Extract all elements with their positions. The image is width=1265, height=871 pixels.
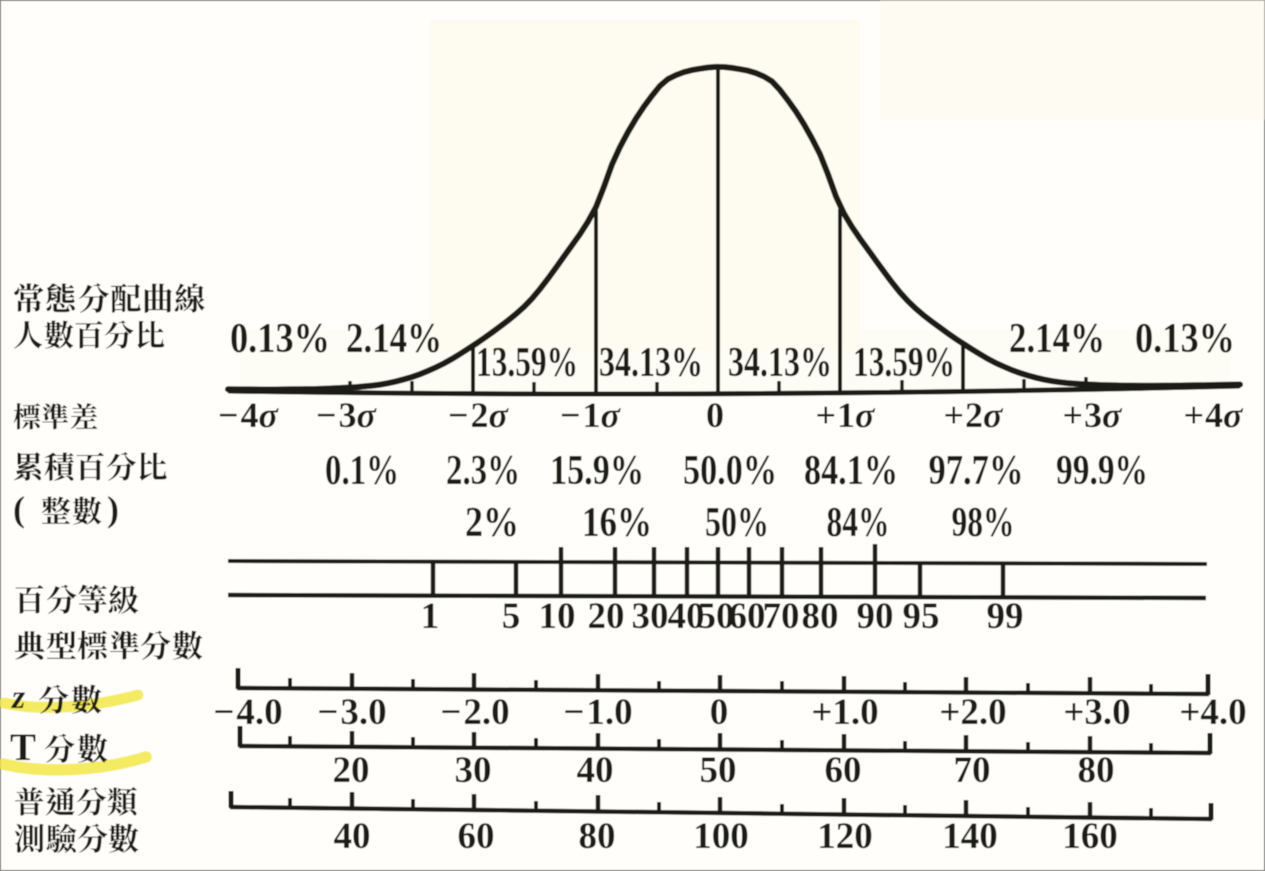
svg-text:): ) <box>107 489 119 529</box>
svg-text:60: 60 <box>458 816 495 857</box>
svg-text:−4σ: −4σ <box>218 395 280 435</box>
svg-text:0: 0 <box>710 692 729 733</box>
svg-text:50.0%: 50.0% <box>683 448 777 494</box>
svg-text:140: 140 <box>942 816 998 857</box>
svg-text:160: 160 <box>1062 816 1118 857</box>
svg-text:5: 5 <box>502 596 521 637</box>
svg-text:100: 100 <box>693 816 749 857</box>
svg-text:−3.0: −3.0 <box>317 692 386 733</box>
svg-text:30: 30 <box>632 596 669 637</box>
svg-text:10: 10 <box>539 596 576 637</box>
svg-text:80: 80 <box>579 816 616 857</box>
svg-text:98%: 98% <box>952 500 1015 546</box>
svg-text:20: 20 <box>588 596 625 637</box>
svg-text:−1.0: −1.0 <box>563 692 632 733</box>
svg-text:95: 95 <box>903 596 940 637</box>
svg-text:70: 70 <box>954 750 991 791</box>
svg-text:84.1%: 84.1% <box>804 448 898 494</box>
svg-text:90: 90 <box>857 596 894 637</box>
svg-text:−4.0: −4.0 <box>213 692 282 733</box>
svg-text:34.13%: 34.13% <box>599 340 703 386</box>
svg-text:2.14%: 2.14% <box>1009 316 1105 362</box>
svg-text:+1σ: +1σ <box>816 395 877 435</box>
svg-text:40: 40 <box>668 596 705 637</box>
svg-text:40: 40 <box>577 750 614 791</box>
svg-text:−3σ: −3σ <box>316 395 378 435</box>
svg-text:30: 30 <box>455 750 492 791</box>
svg-text:40: 40 <box>334 816 371 857</box>
svg-text:15.9%: 15.9% <box>550 448 644 494</box>
svg-text:34.13%: 34.13% <box>728 340 832 386</box>
svg-text:50: 50 <box>700 750 737 791</box>
svg-text:120: 120 <box>817 816 873 857</box>
svg-text:70: 70 <box>763 596 800 637</box>
svg-text:84%: 84% <box>827 500 890 546</box>
svg-text:+3.0: +3.0 <box>1063 692 1130 733</box>
svg-text:z: z <box>11 679 26 716</box>
svg-text:(: ( <box>13 489 25 529</box>
svg-text:50: 50 <box>698 596 735 637</box>
svg-text:0.1%: 0.1% <box>325 448 399 494</box>
svg-text:+4.0: +4.0 <box>1179 692 1246 733</box>
svg-text:1: 1 <box>421 596 440 637</box>
svg-text:2.14%: 2.14% <box>346 316 442 362</box>
svg-text:80: 80 <box>1078 750 1115 791</box>
svg-text:0.13%: 0.13% <box>230 316 330 362</box>
svg-text:−2σ: −2σ <box>448 395 510 435</box>
svg-text:T: T <box>10 726 36 769</box>
svg-text:+4σ: +4σ <box>1184 395 1245 435</box>
svg-text:13.59%: 13.59% <box>476 340 578 386</box>
svg-text:99.9%: 99.9% <box>1056 448 1148 494</box>
svg-text:+2.0: +2.0 <box>939 692 1006 733</box>
svg-text:+2σ: +2σ <box>944 395 1005 435</box>
svg-text:2.3%: 2.3% <box>446 448 520 494</box>
svg-text:16%: 16% <box>582 500 652 546</box>
svg-text:97.7%: 97.7% <box>929 448 1024 494</box>
svg-text:0.13%: 0.13% <box>1135 316 1235 362</box>
svg-text:+3σ: +3σ <box>1063 395 1124 435</box>
svg-text:80: 80 <box>802 596 839 637</box>
svg-text:+1.0: +1.0 <box>811 692 878 733</box>
svg-text:99: 99 <box>987 596 1024 637</box>
svg-text:13.59%: 13.59% <box>853 340 955 386</box>
svg-text:0: 0 <box>706 395 724 435</box>
svg-text:−1σ: −1σ <box>560 395 622 435</box>
svg-text:−2.0: −2.0 <box>440 692 509 733</box>
svg-text:50%: 50% <box>705 500 769 546</box>
svg-text:60: 60 <box>729 596 766 637</box>
svg-text:2%: 2% <box>465 500 519 546</box>
svg-text:60: 60 <box>825 750 862 791</box>
svg-text:20: 20 <box>333 750 370 791</box>
